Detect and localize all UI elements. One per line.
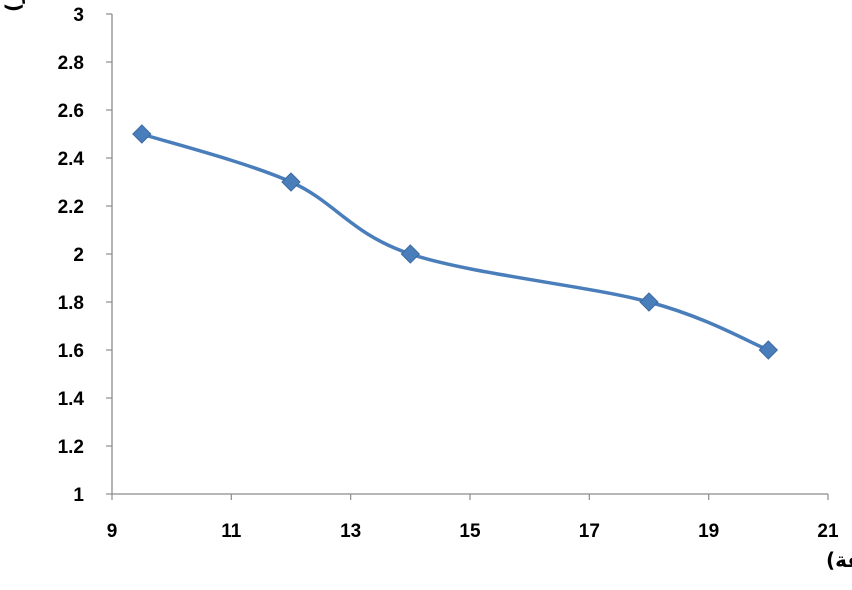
data-point-marker <box>758 340 779 360</box>
y-tick-label: 1.4 <box>58 389 85 410</box>
x-tick-label: 15 <box>459 521 481 542</box>
axes <box>106 13 829 500</box>
x-axis-title: معدل التدفق (لتر/دقيقة) <box>826 548 852 572</box>
y-tick-label: 2.4 <box>58 149 85 170</box>
y-tick-labels: 1 1.2 1.4 1.6 1.8 2 2.2 2.4 2.6 2.8 3 <box>58 5 85 506</box>
x-tick-labels: 9 11 13 15 17 19 21 <box>107 521 839 542</box>
y-tick-label: 1.8 <box>58 293 84 314</box>
data-point-marker <box>639 292 659 312</box>
y-tick-label: 1.6 <box>58 341 84 362</box>
data-point-marker <box>132 124 152 144</box>
x-tick-label: 21 <box>817 521 839 542</box>
x-tick-label: 13 <box>340 521 361 542</box>
series-line <box>140 132 771 352</box>
y-tick-label: 1.2 <box>58 437 84 458</box>
y-tick-label: 3 <box>73 5 84 26</box>
data-point-marker <box>281 172 301 192</box>
x-tick-label: 19 <box>698 521 719 542</box>
y-axis-title: ضغط المضخة (بار) <box>1 0 25 12</box>
series-markers <box>132 124 779 360</box>
x-tick-label: 17 <box>579 521 600 542</box>
y-tick-label: 2.2 <box>58 197 84 218</box>
y-tick-label: 2.8 <box>58 53 84 74</box>
y-tick-label: 1 <box>73 485 84 506</box>
y-tick-label: 2 <box>73 245 84 266</box>
x-tick-label: 11 <box>221 521 242 542</box>
series-line-path <box>140 132 771 352</box>
y-tick-label: 2.6 <box>58 101 84 122</box>
x-tick-label: 9 <box>107 521 118 542</box>
data-point-marker <box>400 244 421 264</box>
